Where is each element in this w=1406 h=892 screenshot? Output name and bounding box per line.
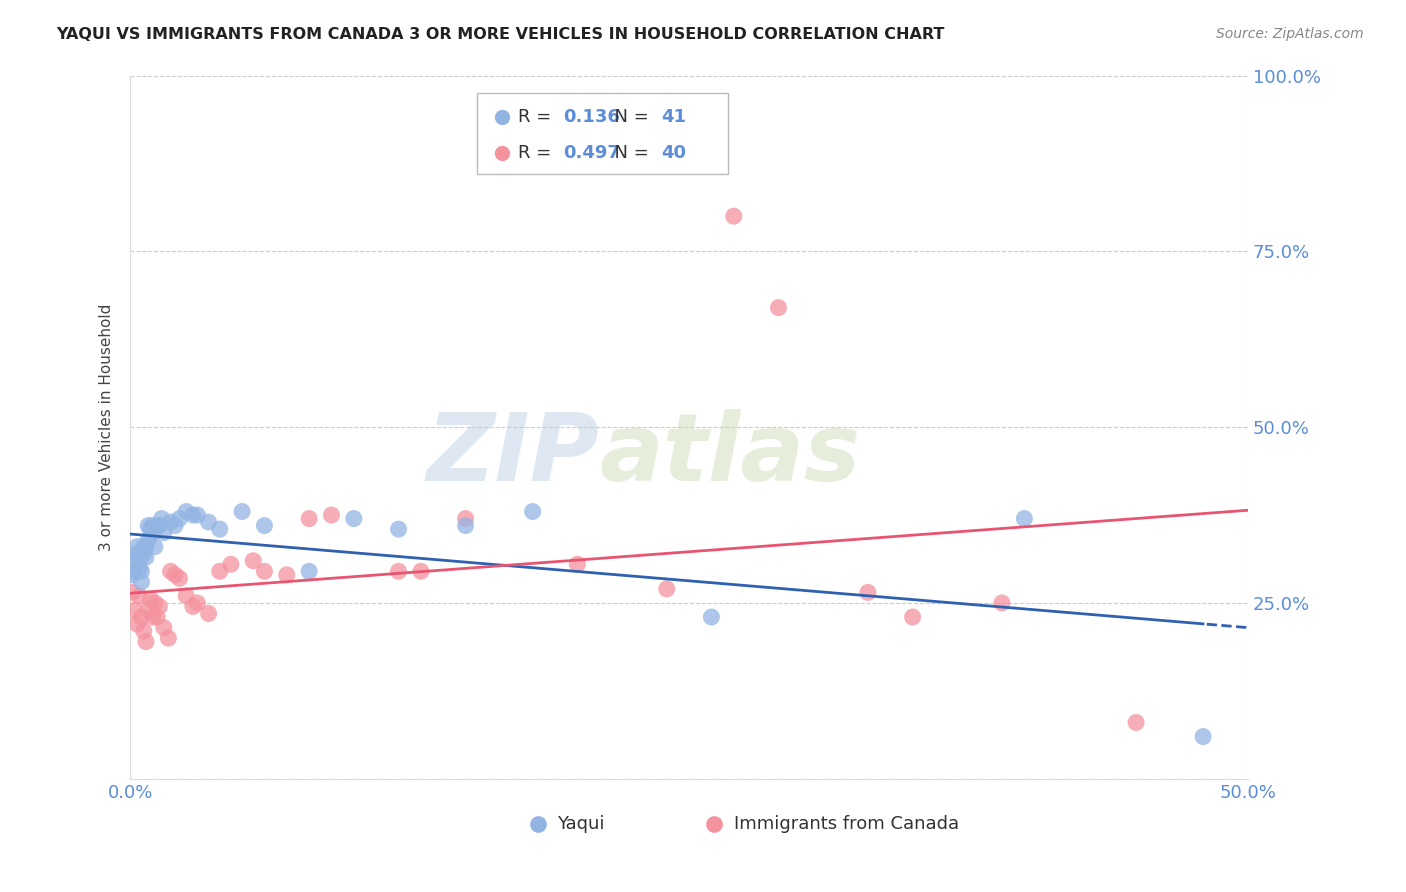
Point (197, 607, 219, 621)
Point (136, 533, 159, 547)
Point (1125, 715, 1147, 730)
Point (181, 508, 204, 522)
Point (143, 596, 166, 610)
Point (121, 567, 143, 582)
Text: N =: N = (603, 108, 655, 127)
Point (128, 554, 150, 568)
Point (128, 561, 150, 575)
Point (131, 564, 153, 578)
Point (159, 515, 181, 529)
Point (146, 518, 169, 533)
Point (387, 564, 409, 578)
Point (136, 603, 159, 617)
Point (125, 540, 148, 554)
Point (298, 511, 321, 525)
Point (159, 564, 181, 578)
Text: Yaqui: Yaqui (557, 815, 605, 833)
Point (208, 564, 231, 578)
Point (174, 589, 197, 603)
Point (1192, 730, 1215, 744)
Point (186, 596, 208, 610)
Point (139, 522, 162, 536)
Text: 40: 40 (661, 144, 686, 161)
Point (153, 621, 176, 635)
Point (186, 508, 208, 522)
Point (128, 589, 150, 603)
Point (197, 515, 219, 529)
Point (135, 540, 157, 554)
Point (567, 558, 589, 572)
Point (343, 511, 366, 525)
Point (655, 582, 678, 596)
Point (409, 564, 432, 578)
Point (142, 518, 165, 533)
Point (253, 564, 276, 578)
Point (132, 624, 155, 638)
FancyBboxPatch shape (477, 93, 728, 174)
Point (132, 540, 155, 554)
Point (1014, 511, 1036, 525)
Point (169, 571, 191, 585)
Point (142, 610, 165, 624)
Point (146, 610, 169, 624)
Point (153, 525, 176, 540)
Point (163, 518, 186, 533)
Text: Immigrants from Canada: Immigrants from Canada (734, 815, 959, 833)
Point (139, 592, 162, 607)
Point (135, 634, 157, 648)
Point (700, 610, 723, 624)
Text: 41: 41 (661, 108, 686, 127)
Point (181, 599, 204, 614)
Point (522, 504, 544, 518)
Point (125, 617, 148, 632)
Point (321, 508, 343, 522)
Point (142, 525, 165, 540)
Point (298, 564, 321, 578)
Point (219, 558, 242, 572)
Text: ZIP: ZIP (427, 409, 600, 501)
Text: 0.497: 0.497 (562, 144, 620, 161)
Point (131, 610, 153, 624)
Text: YAQUI VS IMMIGRANTS FROM CANADA 3 OR MORE VEHICLES IN HOUSEHOLD CORRELATION CHAR: YAQUI VS IMMIGRANTS FROM CANADA 3 OR MOR… (56, 27, 945, 42)
Point (125, 547, 148, 561)
Point (276, 567, 298, 582)
Point (148, 599, 170, 614)
Point (387, 522, 409, 536)
Point (856, 585, 879, 599)
Point (150, 511, 173, 525)
Point (163, 567, 186, 582)
Point (768, 301, 790, 315)
Text: R =: R = (517, 108, 557, 127)
Text: N =: N = (603, 144, 655, 161)
Point (148, 518, 170, 533)
Text: 0.136: 0.136 (562, 108, 620, 127)
Point (991, 596, 1014, 610)
Point (121, 585, 143, 599)
Point (132, 547, 155, 561)
Y-axis label: 3 or more Vehicles in Household: 3 or more Vehicles in Household (100, 303, 114, 551)
Point (124, 603, 146, 617)
Point (454, 518, 477, 533)
Point (242, 554, 264, 568)
Point (135, 550, 157, 565)
Point (143, 540, 166, 554)
Point (124, 564, 146, 578)
Text: Source: ZipAtlas.com: Source: ZipAtlas.com (1216, 27, 1364, 41)
Point (454, 511, 477, 525)
Point (253, 518, 276, 533)
Point (136, 518, 159, 533)
Point (131, 574, 153, 589)
Point (208, 522, 231, 536)
Point (901, 610, 924, 624)
Point (169, 511, 191, 525)
Point (157, 631, 180, 645)
Text: R =: R = (517, 144, 557, 161)
Point (723, 209, 745, 223)
Point (174, 504, 197, 518)
Point (231, 504, 253, 518)
Point (124, 554, 146, 568)
Text: atlas: atlas (600, 409, 860, 501)
